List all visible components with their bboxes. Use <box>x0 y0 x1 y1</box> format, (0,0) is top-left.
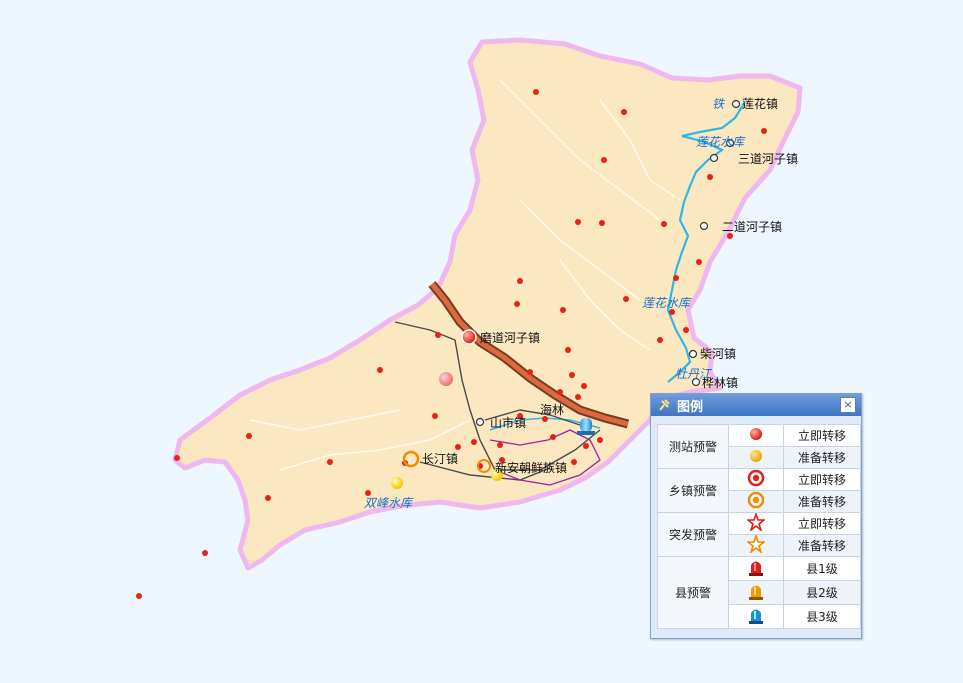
water-label-lianhua-top: 莲花水库 <box>696 135 746 149</box>
town-label-shanshi: 山市镇 <box>490 415 526 430</box>
station-warning-yellow-2[interactable] <box>491 469 503 481</box>
town-warning-ring-red[interactable] <box>461 329 477 345</box>
legend-label: 准备转移 <box>783 490 861 513</box>
legend-label: 县2级 <box>783 580 861 605</box>
town-warning-ring-orange-2[interactable] <box>477 459 491 473</box>
legend-header[interactable]: 图例 <box>651 394 861 416</box>
legend-label: 准备转移 <box>783 446 861 469</box>
red-ring-icon <box>747 469 765 487</box>
highway <box>428 281 630 429</box>
orange-ball-icon <box>750 450 762 462</box>
county-boundary <box>172 37 803 571</box>
legend-pin-icon <box>659 399 670 411</box>
blue-siren-icon <box>749 609 763 624</box>
town-warning-ring-orange[interactable] <box>402 450 420 468</box>
town-markers <box>475 99 741 427</box>
legend-table: 测站预警 立即转移 准备转移 乡镇预警 立即转移 准备转移 突发预警 立即转移 … <box>657 424 861 629</box>
legend-label: 立即转移 <box>783 424 861 447</box>
red-star-icon <box>745 511 767 533</box>
water-label-tie: 铁 <box>712 97 726 111</box>
red-ball-icon <box>750 428 762 440</box>
station-warning-pink[interactable] <box>439 372 453 386</box>
water-label-shuangfeng: 双峰水库 <box>364 496 414 510</box>
town-label-xinan: 新安朝鲜族镇 <box>495 460 567 475</box>
mudanjiang-river <box>666 101 746 383</box>
legend-category: 突发预警 <box>657 512 729 557</box>
minor-roads <box>249 79 681 471</box>
legend-category: 乡镇预警 <box>657 468 729 513</box>
water-label-lianhua-mid: 莲花水库 <box>642 296 692 310</box>
county-siren-blue-icon[interactable] <box>577 418 595 435</box>
orange-star-icon <box>745 533 767 555</box>
town-label-sandao: 三道河子镇 <box>738 152 798 166</box>
close-icon[interactable]: × <box>840 397 856 413</box>
legend-label: 县3级 <box>783 604 861 629</box>
legend-category: 测站预警 <box>657 424 729 469</box>
red-siren-icon <box>749 561 763 576</box>
legend-category: 县预警 <box>657 556 729 629</box>
legend-label: 立即转移 <box>783 512 861 535</box>
town-label-chaihe: 柴河镇 <box>700 347 736 361</box>
legend-panel: 图例 × 测站预警 立即转移 准备转移 乡镇预警 立即转移 准备转移 突发预警 … <box>650 393 862 639</box>
legend-title: 图例 <box>677 399 704 415</box>
water-label-mudan: 牡丹江 <box>675 367 713 381</box>
orange-ring-icon <box>747 491 765 509</box>
town-label-hailin: 海林 <box>540 402 564 417</box>
orange-siren-icon <box>749 585 763 600</box>
town-label-hualin: 桦林镇 <box>702 375 738 390</box>
station-warning-yellow[interactable] <box>391 477 403 489</box>
legend-label: 立即转移 <box>783 468 861 491</box>
station-dots <box>136 89 767 599</box>
town-label-erdao: 二道河子镇 <box>722 220 782 234</box>
legend-label: 县1级 <box>783 556 861 581</box>
purple-roads <box>489 429 601 486</box>
town-label-changting: 长汀镇 <box>422 452 458 466</box>
town-label-lianhua: 莲花镇 <box>742 96 778 111</box>
legend-label: 准备转移 <box>783 534 861 557</box>
town-label-modao: 磨道河子镇 <box>480 331 540 345</box>
